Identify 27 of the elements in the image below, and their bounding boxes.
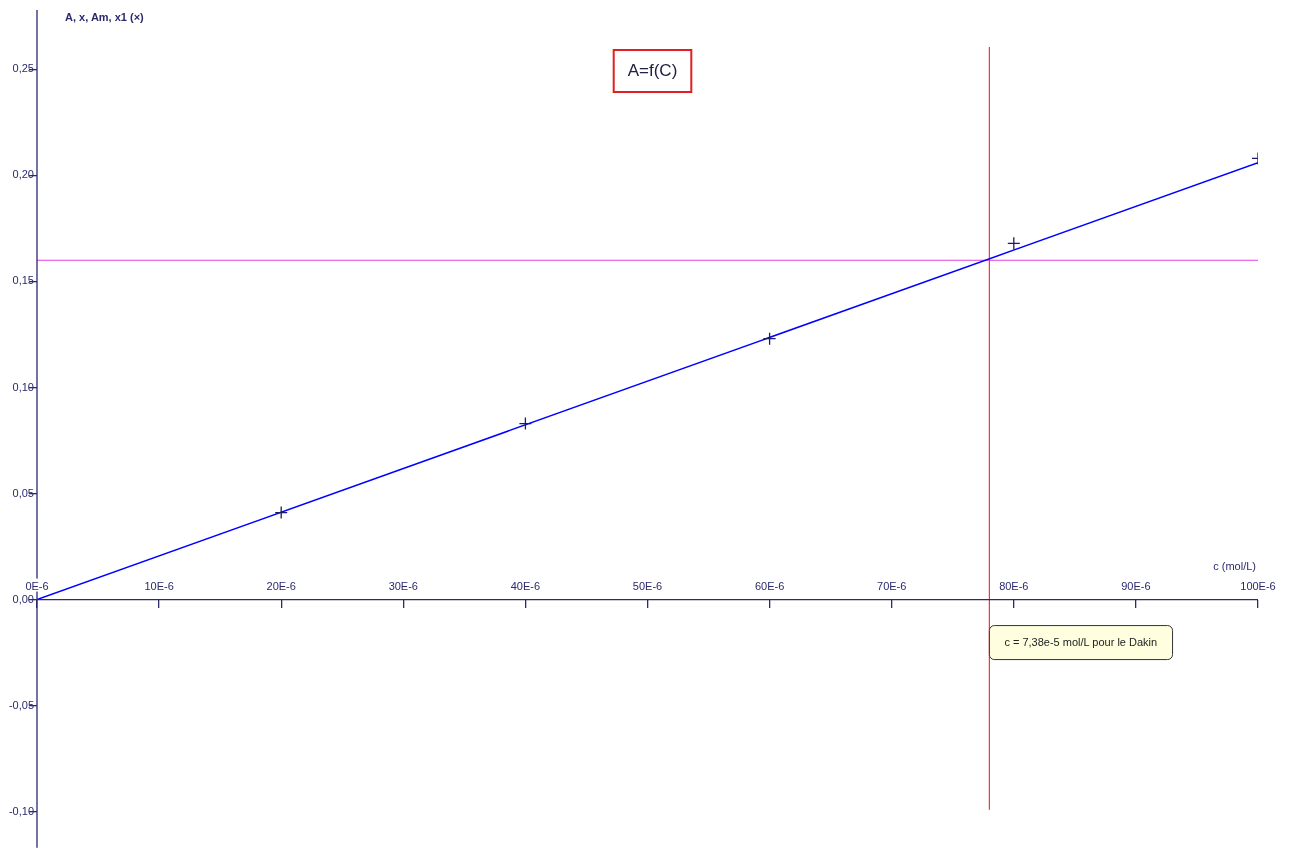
y-tick-label: 0,25: [12, 62, 34, 75]
x-tick-label: 10E-6: [144, 579, 174, 592]
x-axis-title: c (mol/L): [1213, 559, 1256, 572]
y-tick-label: 0,15: [12, 274, 34, 287]
point: [1007, 236, 1021, 250]
point: [518, 416, 533, 431]
x-tick-label: 20E-6: [266, 579, 296, 592]
y-tick-label: -0,05: [8, 698, 34, 711]
x-tick-label: 0E-6: [25, 579, 49, 592]
y-tick-label: 0,05: [12, 486, 34, 499]
x-tick-label: 30E-6: [388, 579, 418, 592]
x-tick-label: 70E-6: [877, 579, 907, 592]
x-tick-label: 60E-6: [754, 579, 785, 592]
y-axis-title: A, x, Am, x1 (×): [65, 11, 145, 23]
point: [274, 505, 288, 520]
y-tick-label: 0,00: [12, 592, 34, 605]
x-tick-label: 50E-6: [632, 579, 663, 592]
y-tick-label: 0,20: [12, 168, 34, 181]
y-tick-label: 0,10: [12, 380, 34, 393]
annotation: c = 7,38e-5 mol/L pour le Dakin: [1004, 635, 1158, 648]
y-tick-label: -0,10: [8, 804, 34, 817]
x-tick-label: 80E-6: [999, 579, 1029, 592]
point: [762, 332, 777, 346]
text: A=f(C): [627, 60, 678, 80]
x-tick-label: 90E-6: [1121, 579, 1151, 592]
x-tick-label: 40E-6: [510, 579, 541, 592]
x-tick-label: 100E-6: [1240, 579, 1276, 592]
